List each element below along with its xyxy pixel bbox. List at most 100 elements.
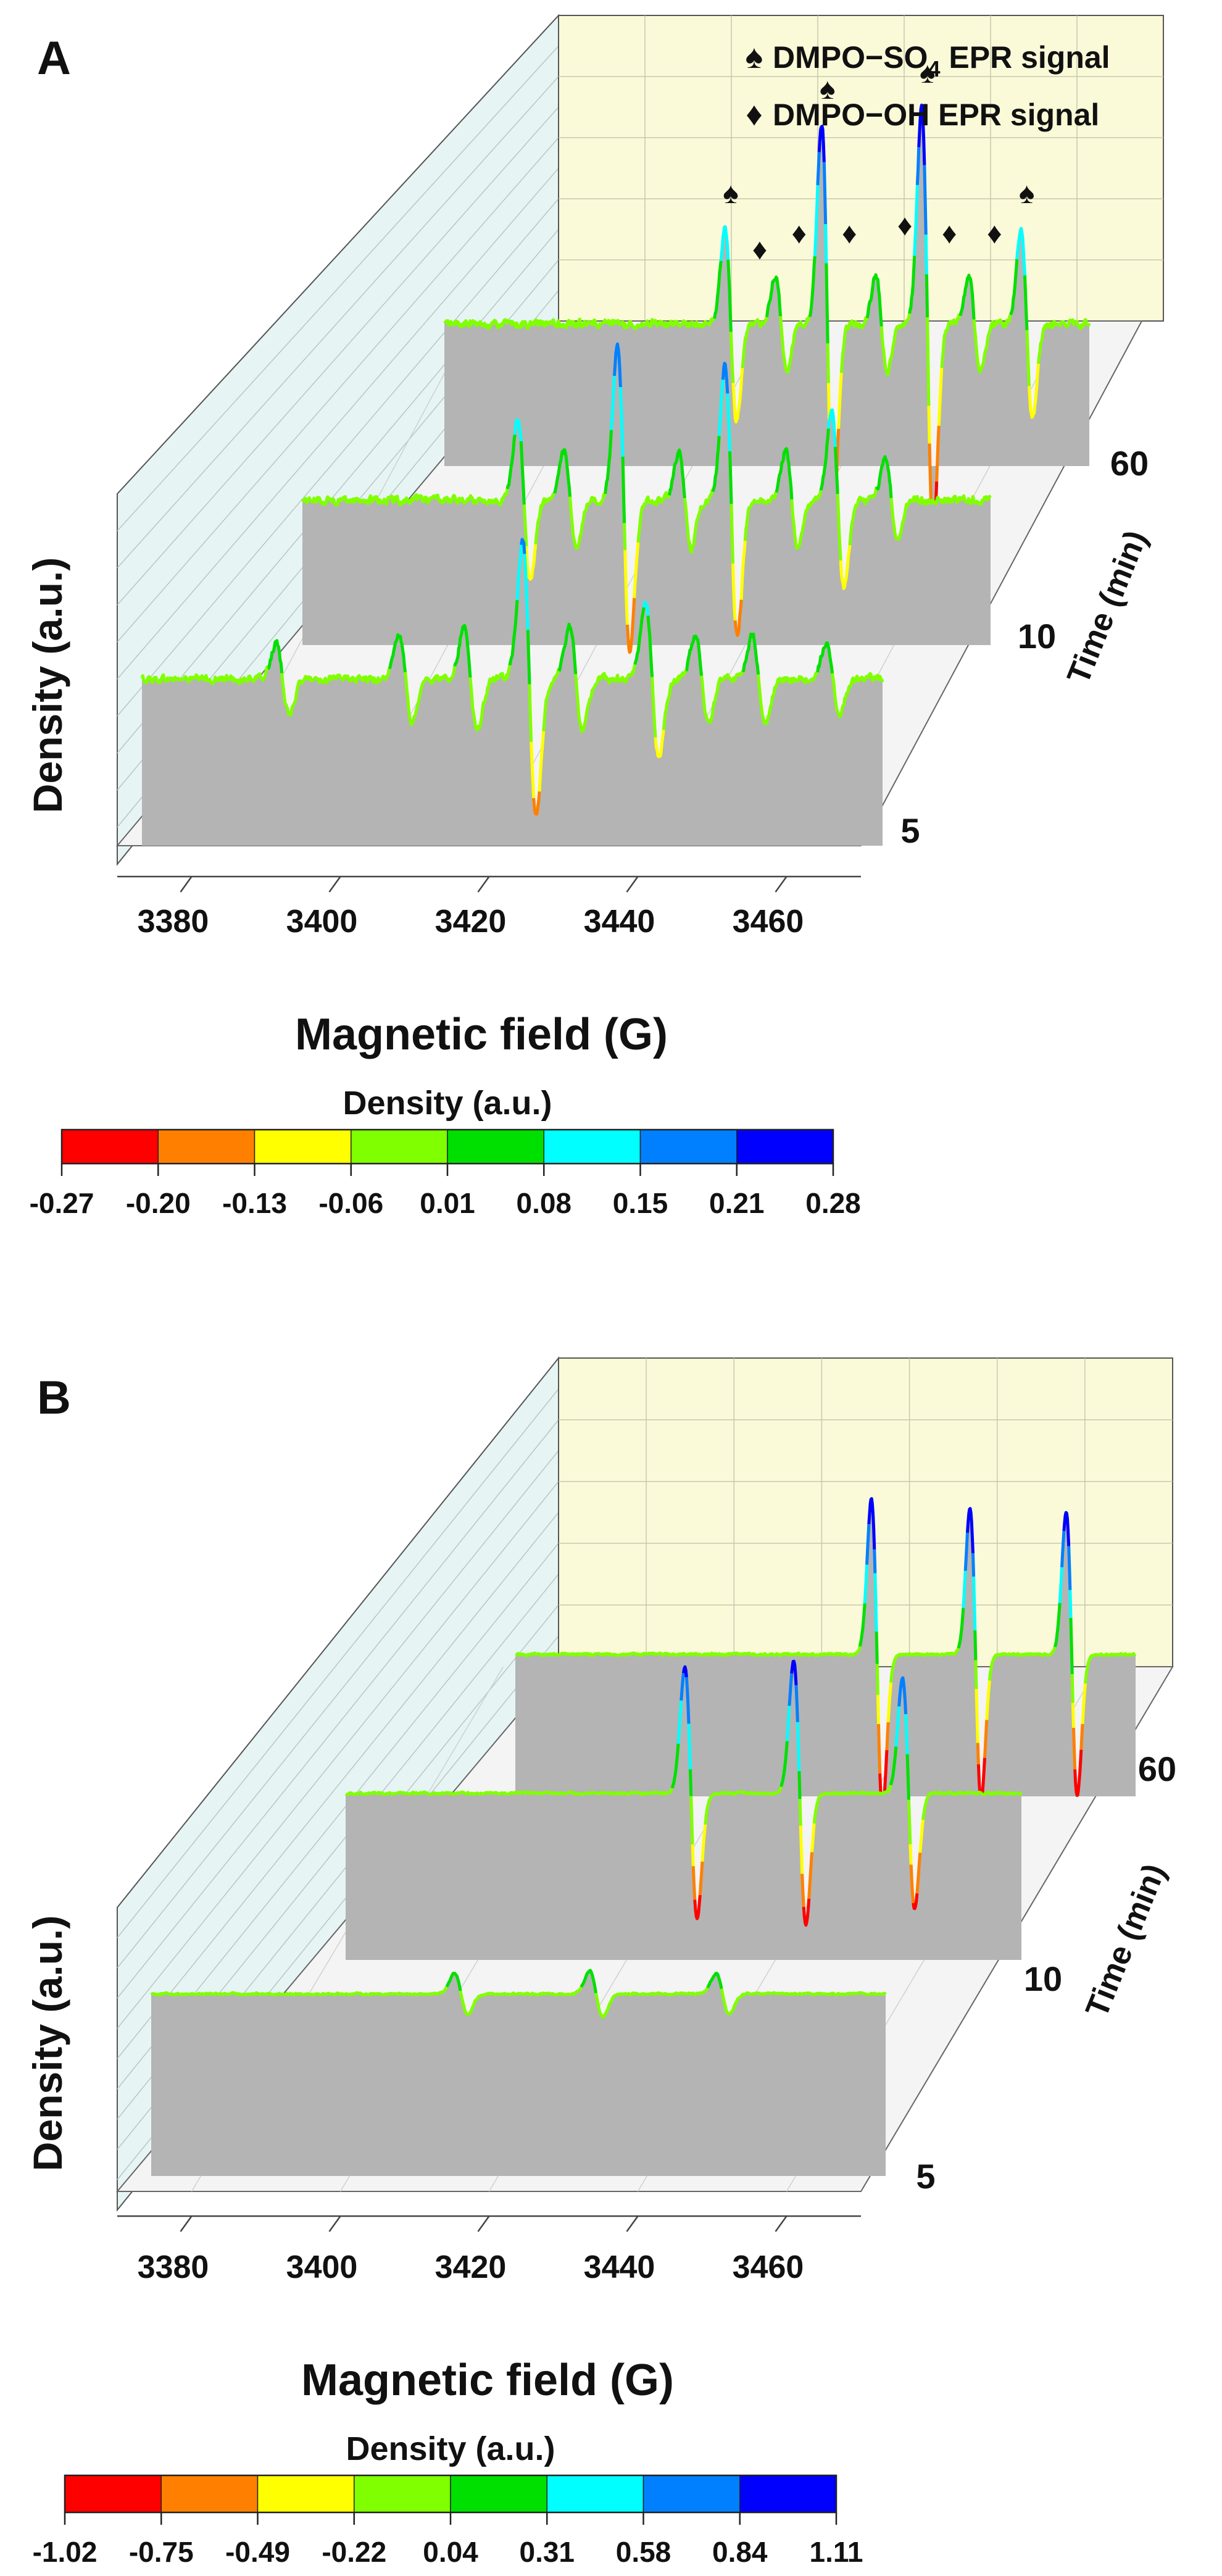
series-line-segment [935,425,941,482]
series-line-segment [301,488,509,507]
series-line-segment [785,1706,791,1741]
series-line-segment [958,273,976,320]
series-line-segment [972,314,1012,374]
x-axis-label: Magnetic field (G) [301,2356,674,2405]
colorbar-swatch [257,2475,355,2513]
series-line-segment [915,147,921,185]
series-line-segment [819,428,830,491]
series-line-segment [1081,1683,1087,1724]
colorbar-swatch [642,2475,741,2513]
series-line-segment [610,375,616,430]
series-line-segment [937,367,944,426]
colorbar-swatch [447,1129,544,1164]
colorbar-tick-label: 0.15 [613,1187,668,1219]
series-line-segment [810,1823,816,1853]
series-line-segment [966,1507,975,1554]
x-tick-label: 3460 [733,2249,804,2285]
colorbar-swatch [354,2475,451,2513]
series-line-segment [646,615,654,677]
series-line-segment [1084,1652,1137,1684]
series-line-segment [530,741,536,799]
series-line-segment [839,316,869,373]
series-line-segment [519,441,526,505]
series-line-segment [794,1685,799,1722]
series-line-segment [1069,1617,1074,1674]
series-line-segment [826,408,837,448]
left-wall-gridline [117,76,559,569]
series-line-segment [739,541,747,600]
series-line-segment [963,1532,969,1571]
y-axis-label: Density (a.u.) [25,557,70,813]
colorbar-swatch [736,1129,834,1164]
series-line-segment [1009,259,1019,315]
series-line-segment [522,504,528,546]
series-line-segment [733,599,743,637]
series-line-segment [633,542,640,598]
x-tick-label: 3380 [138,904,209,940]
series-line-segment [904,1714,909,1754]
series-line-segment [520,538,526,554]
series-line-segment [711,435,721,493]
series-line-segment [796,1722,801,1772]
series-line-segment [515,544,523,601]
series-line-segment [858,1603,867,1647]
series-line-segment [983,1720,989,1758]
series-line-segment [889,1746,898,1786]
series-line-segment [875,1664,879,1695]
left-wall-gridline [117,198,559,717]
panel-a: ♠ ♠ ♠ ♠ ♦ ♦ ♦ ♦ ♦ ♦ 3380 3400 3420 3440 3460 Magnetic f… [25,14,1164,1219]
series-line-segment [706,1972,723,1990]
series-line-segment [553,448,572,497]
series-line-segment [726,393,731,452]
colorbar-tick-label: 0.08 [516,1187,572,1219]
series-line-segment [443,317,716,331]
series-line-segment [687,1724,692,1770]
series-line-segment [1068,1590,1073,1618]
series-line-segment [623,550,629,625]
colorbar-swatch [546,2475,644,2513]
series-line-segment [923,165,928,235]
series-line-segment [731,368,744,424]
diamond-marker: ♦ [987,217,1002,250]
time-axis-label: Time (min) [1060,525,1154,689]
colorbar-swatch [351,1129,448,1164]
series-line-segment [508,599,519,666]
series-line-segment [839,544,852,590]
series-line-segment [525,544,538,581]
series-line-segment [921,1790,1023,1820]
series-line-segment [720,1988,887,2015]
series-line-segment [267,639,284,673]
series-line-segment [1053,1603,1062,1648]
spade-marker: ♠ [820,73,836,106]
series-line-segment [650,677,657,738]
series-line-segment [928,443,933,502]
spade-marker: ♠ [920,57,936,90]
series-line-segment [726,259,733,332]
time-tick-label: 60 [1110,444,1149,483]
x-tick-mark [775,2215,788,2232]
series-line-segment [741,317,768,369]
series-line-segment [621,456,626,523]
series-line-segment [918,1819,925,1853]
series-line-segment [1023,275,1029,331]
slab-fill [302,344,991,652]
colorbar-tick-label: 0.21 [709,1187,765,1219]
series-line-segment [618,387,625,457]
series-line-segment [557,622,578,675]
series-line-segment [280,667,391,717]
series-line-segment [912,1893,919,1911]
series-line-segment [972,1576,977,1631]
series-line-segment [971,1553,976,1577]
series-line-segment [1060,1531,1066,1568]
series-line-segment [528,684,533,742]
x-tick-label: 3380 [138,2249,209,2285]
series-line-segment [788,1673,794,1706]
x-tick-mark [626,876,639,893]
series-line-segment [817,125,826,162]
colorbar: Density (a.u.) -1.02 -0.75 -0.49 -0.22 0.04 0.… [33,2430,863,2568]
series-line-segment [797,1771,802,1799]
series-line-segment [813,185,820,257]
series-line-segment [913,185,919,256]
back-wall [558,15,1164,322]
series-line-segment [907,1799,912,1844]
